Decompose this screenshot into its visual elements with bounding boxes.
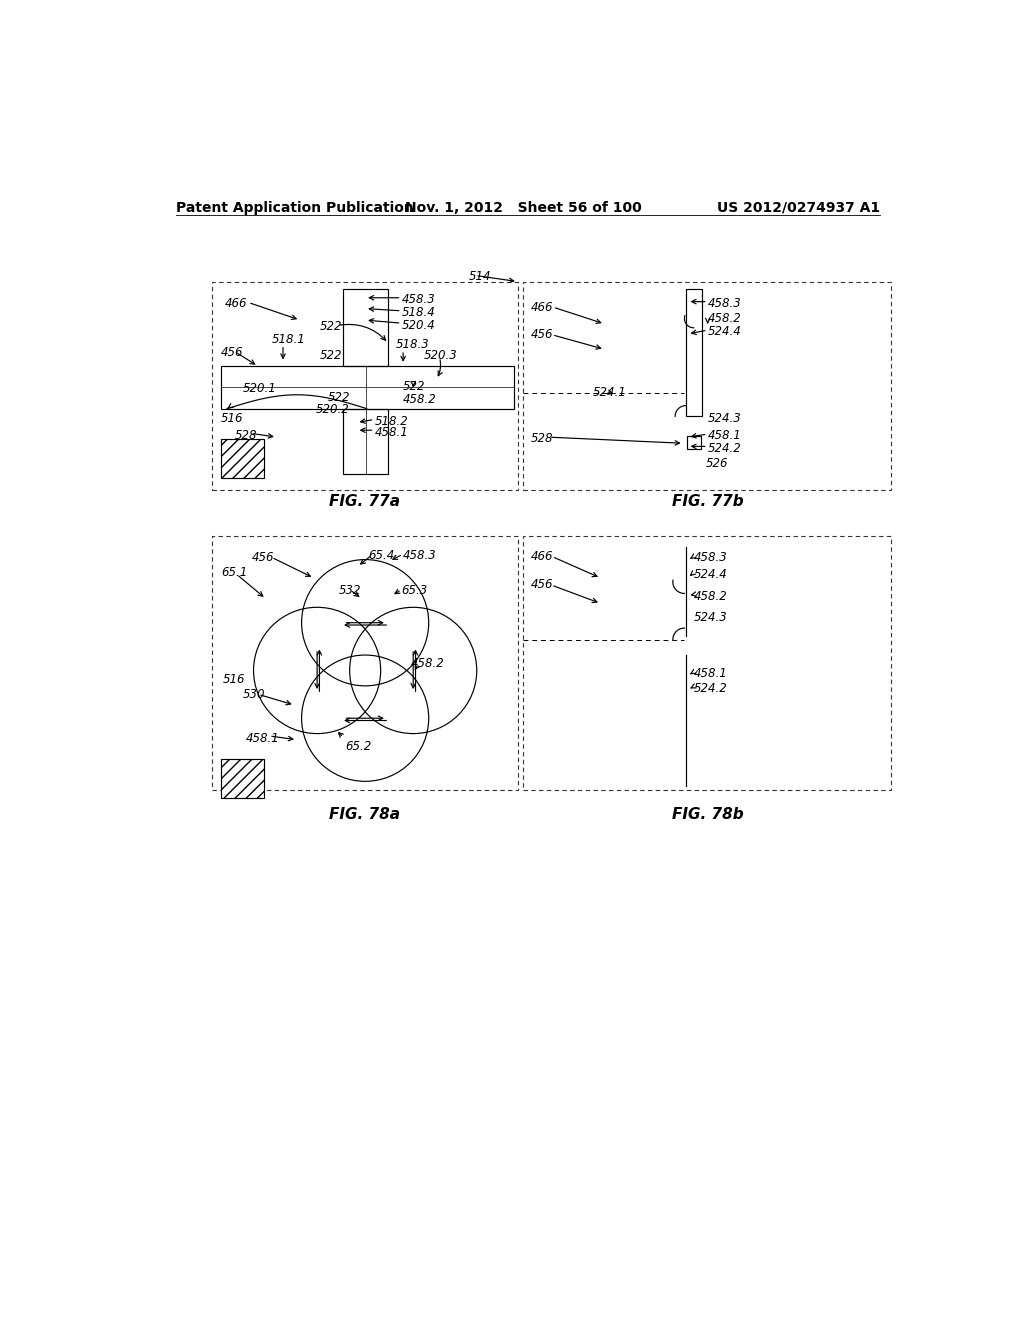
Text: US 2012/0274937 A1: US 2012/0274937 A1 xyxy=(717,201,880,215)
Bar xyxy=(343,289,388,367)
Text: 516: 516 xyxy=(221,412,244,425)
Text: 528: 528 xyxy=(234,429,257,442)
Text: FIG. 77a: FIG. 77a xyxy=(329,495,400,510)
Text: 466: 466 xyxy=(531,549,554,562)
Text: 466: 466 xyxy=(225,297,248,310)
Text: 524.4: 524.4 xyxy=(693,568,727,581)
Text: 514: 514 xyxy=(469,271,492,282)
Bar xyxy=(221,367,514,409)
Bar xyxy=(523,281,891,490)
Text: 522: 522 xyxy=(328,391,350,404)
Bar xyxy=(221,759,263,797)
Text: 456: 456 xyxy=(221,346,244,359)
Text: 466: 466 xyxy=(531,301,554,314)
Text: 518.2: 518.2 xyxy=(375,414,409,428)
Bar xyxy=(523,536,891,789)
Text: 458.3: 458.3 xyxy=(693,552,727,564)
Text: 458.1: 458.1 xyxy=(375,426,409,440)
Text: 518.1: 518.1 xyxy=(271,333,305,346)
Text: 458.3: 458.3 xyxy=(401,293,435,306)
Text: 456: 456 xyxy=(531,578,554,591)
Text: 458.3: 458.3 xyxy=(403,549,437,562)
Text: FIG. 78a: FIG. 78a xyxy=(329,807,400,822)
Text: 524.3: 524.3 xyxy=(693,611,727,624)
Bar xyxy=(343,409,388,474)
Text: 530: 530 xyxy=(243,688,265,701)
Text: 458.1: 458.1 xyxy=(693,667,727,680)
Text: 520.1: 520.1 xyxy=(243,381,276,395)
Text: 532: 532 xyxy=(339,585,361,597)
Text: 520.3: 520.3 xyxy=(424,350,458,363)
Text: 458.3: 458.3 xyxy=(708,297,741,310)
Bar xyxy=(212,536,518,789)
Bar xyxy=(687,436,700,449)
Text: 458.1: 458.1 xyxy=(246,733,280,744)
Text: 458.2: 458.2 xyxy=(708,313,741,326)
Text: 518.3: 518.3 xyxy=(395,338,429,351)
Text: 524.2: 524.2 xyxy=(708,442,741,455)
Text: Nov. 1, 2012   Sheet 56 of 100: Nov. 1, 2012 Sheet 56 of 100 xyxy=(406,201,642,215)
Bar xyxy=(221,440,263,478)
Text: 524.3: 524.3 xyxy=(708,412,741,425)
Text: 522: 522 xyxy=(403,380,426,393)
Text: 456: 456 xyxy=(252,552,274,564)
Text: FIG. 77b: FIG. 77b xyxy=(672,495,743,510)
Text: 458.2: 458.2 xyxy=(411,657,444,671)
Text: 65.3: 65.3 xyxy=(401,585,428,597)
Bar xyxy=(686,289,701,416)
Text: 65.4: 65.4 xyxy=(369,549,394,562)
Text: 520.2: 520.2 xyxy=(315,404,349,416)
Bar xyxy=(212,281,518,490)
Text: 528: 528 xyxy=(531,432,554,445)
Text: 458.1: 458.1 xyxy=(708,429,741,442)
Text: 526: 526 xyxy=(706,457,728,470)
Text: 518.4: 518.4 xyxy=(401,306,435,319)
Text: 522: 522 xyxy=(321,321,343,333)
Text: 456: 456 xyxy=(531,327,554,341)
Text: Patent Application Publication: Patent Application Publication xyxy=(176,201,414,215)
Text: 516: 516 xyxy=(222,673,245,686)
Text: FIG. 78b: FIG. 78b xyxy=(672,807,743,822)
Text: 524.2: 524.2 xyxy=(693,682,727,696)
Text: 458.2: 458.2 xyxy=(693,590,727,603)
Text: 520.4: 520.4 xyxy=(401,319,435,333)
Text: 65.1: 65.1 xyxy=(221,566,247,579)
Text: 522: 522 xyxy=(321,350,343,363)
Text: 524.4: 524.4 xyxy=(708,326,741,338)
Text: 524.1: 524.1 xyxy=(593,385,627,399)
Text: 458.2: 458.2 xyxy=(403,393,437,407)
Text: 65.2: 65.2 xyxy=(345,739,372,752)
